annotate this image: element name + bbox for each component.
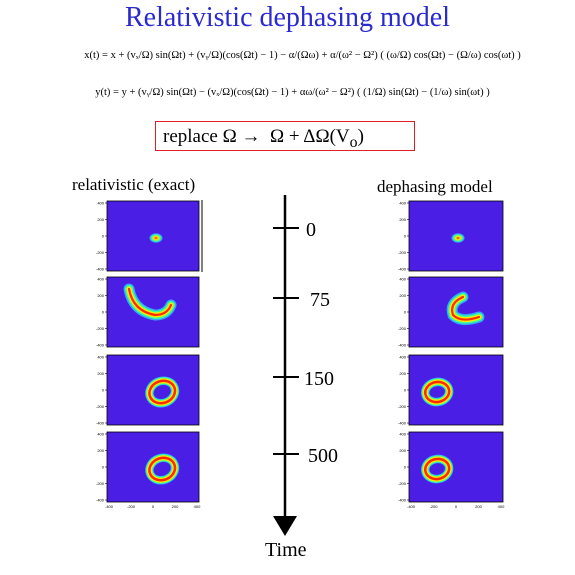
y-tick-label: -400: [96, 421, 105, 426]
y-tick-label: 0: [102, 310, 105, 315]
panel-right-500: 400 200 0 -200 -400-400 -200 0 200 400: [398, 432, 505, 510]
y-tick-label: 400: [399, 201, 406, 206]
time-tick-label: 75: [310, 289, 330, 311]
y-tick-label: 0: [404, 310, 407, 315]
x-tick-label: -400: [407, 504, 416, 509]
x-tick-label: -200: [429, 504, 438, 509]
time-tick-label: 150: [304, 368, 334, 390]
panel-right-150: 400 200 0 -200 -400: [398, 355, 504, 426]
x-tick-label: 0: [455, 504, 458, 509]
time-axis-caption: Time: [265, 539, 307, 561]
ring-band: [424, 457, 451, 481]
x-equation: x(t) = x + (vₓ/Ω) sin(Ωt) + (vᵧ/Ω)(cos(Ω…: [84, 50, 521, 61]
x-tick-label: 0: [152, 504, 155, 509]
left-column-label: relativistic (exact): [72, 175, 196, 194]
panel-left-0: 400 200 0 -200 -400: [96, 201, 200, 272]
y-tick-label: -400: [96, 267, 105, 272]
panel-left-500: 400 200 0 -200 -400-400 -200 0 200 400: [96, 432, 201, 510]
y-tick-label: 0: [102, 234, 105, 239]
y-tick-label: 0: [102, 465, 105, 470]
y-tick-label: 400: [399, 355, 406, 360]
x-tick-label: -200: [127, 504, 136, 509]
time-tick-label: 500: [308, 445, 338, 467]
replace-to: Ω + ΔΩ(V: [269, 126, 350, 147]
x-tick-label: 400: [498, 504, 505, 509]
panel-right-0: 400 200 0 -200 -400: [398, 201, 504, 272]
y-tick-label: 400: [97, 201, 104, 206]
replace-box: replace Ω → Ω + ΔΩ(Vo): [155, 121, 415, 151]
y-tick-label: -200: [398, 250, 407, 255]
ring-band: [424, 380, 451, 404]
time-tick-label: 0: [306, 219, 316, 241]
y-tick-label: -200: [398, 326, 407, 331]
replace-arrow: →: [241, 126, 261, 147]
crescent-band: [127, 287, 173, 317]
beam-spot: [451, 233, 465, 243]
right-column-label: dephasing model: [377, 177, 493, 196]
y-tick-label: 400: [399, 277, 406, 282]
replace-subscript: o: [349, 133, 358, 151]
y-tick-label: -200: [96, 326, 105, 331]
panel-left-150: 400 200 0 -200 -400: [96, 355, 200, 426]
crescent-band: [451, 295, 481, 321]
y-tick-label: 200: [399, 448, 406, 453]
y-tick-label: 400: [97, 355, 104, 360]
y-tick-label: -200: [96, 250, 105, 255]
y-tick-label: -400: [96, 343, 105, 348]
panel-left-75: 400 200 0 -200 -400: [96, 277, 200, 348]
y-tick-label: -400: [96, 498, 105, 503]
y-tick-label: 400: [399, 432, 406, 437]
ring-band: [148, 456, 177, 482]
y-tick-label: 400: [97, 277, 104, 282]
x-tick-label: 400: [194, 504, 201, 509]
y-equation: y(t) = y + (vᵧ/Ω) sin(Ωt) − (vₓ/Ω)(cos(Ω…: [95, 87, 490, 98]
panel-right-75: 400 200 0 -200 -400: [398, 277, 504, 348]
y-tick-label: 200: [399, 293, 406, 298]
replace-close: ): [357, 126, 364, 147]
replace-word: replace: [163, 126, 218, 147]
y-tick-label: -200: [96, 481, 105, 486]
y-tick-label: 200: [97, 217, 104, 222]
y-tick-label: -200: [398, 481, 407, 486]
y-tick-label: -200: [96, 404, 105, 409]
y-tick-label: 400: [97, 432, 104, 437]
y-tick-label: 0: [404, 388, 407, 393]
time-arrow-head: [273, 516, 297, 536]
x-tick-label: 200: [475, 504, 482, 509]
replace-from: Ω: [222, 126, 237, 147]
y-tick-label: -400: [398, 267, 407, 272]
page-title: Relativistic dephasing model: [124, 2, 451, 33]
y-tick-label: 200: [399, 371, 406, 376]
y-tick-label: -400: [398, 421, 407, 426]
y-tick-label: 200: [399, 217, 406, 222]
x-tick-label: -400: [105, 504, 114, 509]
ring-band: [148, 379, 177, 405]
beam-spot: [149, 233, 163, 243]
y-tick-label: -400: [398, 343, 407, 348]
y-tick-label: 0: [102, 388, 105, 393]
y-tick-label: -200: [398, 404, 407, 409]
y-tick-label: 200: [97, 371, 104, 376]
y-tick-label: 0: [404, 234, 407, 239]
y-tick-label: -400: [398, 498, 407, 503]
y-tick-label: 200: [97, 448, 104, 453]
y-tick-label: 200: [97, 293, 104, 298]
x-tick-label: 200: [172, 504, 179, 509]
y-tick-label: 0: [404, 465, 407, 470]
